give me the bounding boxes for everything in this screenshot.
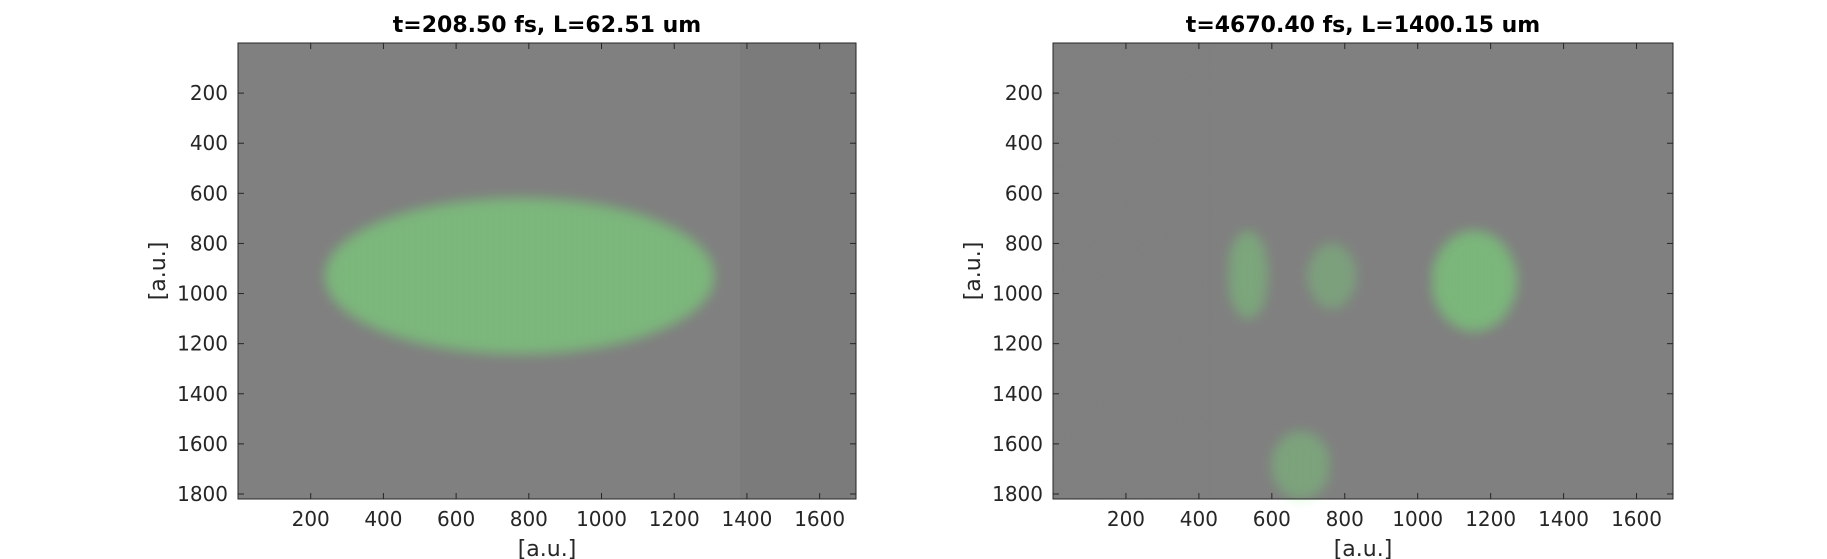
panel-2-field	[1228, 230, 1517, 499]
panel-1-ytick-label: 1800	[177, 482, 228, 506]
panel-2-ytick-label: 800	[1005, 231, 1043, 255]
panel-1-axes-box	[237, 42, 857, 500]
panel-1-ytick-label: 1400	[177, 382, 228, 406]
panel-1-right-shade	[740, 43, 856, 499]
panel-1-ytick-label: 600	[190, 181, 228, 205]
panel-1-ytick-label: 1000	[177, 282, 228, 306]
panel-2-xtick-label: 800	[1326, 507, 1364, 531]
panel-1-xtick-label: 1600	[794, 507, 845, 531]
panel-2-ticks: 200 400 600 800 1000 1200 1400 1600 200 400 600 800…	[992, 43, 1673, 531]
panel-2-ylabel: [a.u.]	[961, 242, 986, 301]
panel-1-xtick-label: 1200	[649, 507, 700, 531]
panel-2-ytick-label: 1000	[992, 282, 1043, 306]
panel-1-xtick-label: 600	[437, 507, 475, 531]
panel-1-ytick-label: 800	[190, 231, 228, 255]
panel-2-ytick-label: 1200	[992, 332, 1043, 356]
panel-2-xlabel: [a.u.]	[1334, 537, 1393, 559]
panel-2-xtick-label: 1600	[1611, 507, 1662, 531]
panel-1: t=208.50 fs, L=62.51 um 200 400 600 800 1000…	[146, 13, 857, 559]
panel-2-xtick-label: 1200	[1465, 507, 1516, 531]
panel-1-ytick-label: 1600	[177, 432, 228, 456]
panel-2-xtick-label: 1400	[1538, 507, 1589, 531]
panel-2-field-region	[1432, 230, 1517, 332]
panel-2-ytick-label: 200	[1005, 81, 1043, 105]
panel-2-axes-box	[1052, 42, 1674, 500]
panel-1-xtick-label: 200	[292, 507, 330, 531]
panel-1-xtick-label: 1400	[721, 507, 772, 531]
panel-1-field-region	[325, 198, 715, 354]
panel-1-title: t=208.50 fs, L=62.51 um	[393, 13, 701, 38]
panel-1-ticks: 200 400 600 800 1000 1200 1400 1600 200 400 600 800…	[177, 43, 856, 531]
panel-2-ytick-label: 400	[1005, 131, 1043, 155]
panel-2-ytick-label: 1800	[992, 482, 1043, 506]
panel-2-xtick-label: 200	[1107, 507, 1145, 531]
panel-1-xlabel: [a.u.]	[518, 537, 577, 559]
panel-1-ylabel: [a.u.]	[146, 242, 171, 301]
panel-1-ytick-label: 200	[190, 81, 228, 105]
panel-2-field-region	[1228, 230, 1269, 319]
panel-2-ytick-label: 1400	[992, 382, 1043, 406]
panel-1-ytick-label: 1200	[177, 332, 228, 356]
panel-1-xtick-label: 800	[510, 507, 548, 531]
panel-1-xtick-label: 1000	[576, 507, 627, 531]
panel-2-field-region	[1271, 431, 1331, 499]
panel-2-xtick-label: 400	[1180, 507, 1218, 531]
panel-2-xtick-label: 1000	[1392, 507, 1443, 531]
panel-1-xtick-label: 400	[364, 507, 402, 531]
panel-2-ytick-label: 1600	[992, 432, 1043, 456]
panel-2-xtick-label: 600	[1253, 507, 1291, 531]
panel-2-noise-left	[1053, 43, 1213, 499]
panel-1-field	[325, 198, 715, 354]
panel-2-field-region	[1308, 243, 1356, 309]
panel-2-title: t=4670.40 fs, L=1400.15 um	[1186, 13, 1540, 38]
panel-2-ytick-label: 600	[1005, 181, 1043, 205]
panel-1-ytick-label: 400	[190, 131, 228, 155]
panel-2: t=4670.40 fs, L=1400.15 um 200 400 600 800 1…	[961, 13, 1674, 559]
